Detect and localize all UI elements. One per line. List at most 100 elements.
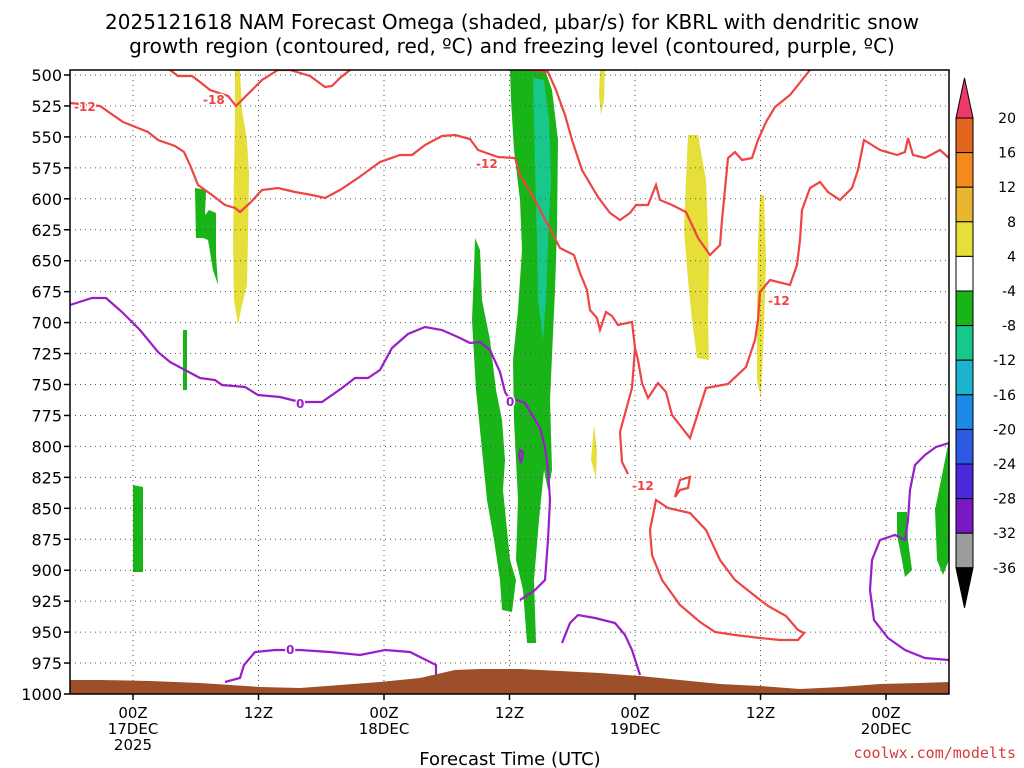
colorbar-label: 4: [1007, 249, 1016, 265]
colorbar-swatch: [955, 463, 974, 500]
colorbar-arrow-bottom: [955, 567, 974, 608]
y-tick-label: 525: [31, 97, 62, 116]
freezing-level-label: 0: [286, 643, 294, 657]
colorbar-swatch: [955, 394, 974, 430]
colorbar-swatch: [955, 325, 974, 361]
x-tick-label: 19DEC: [610, 720, 661, 738]
y-tick-label: 950: [31, 623, 62, 642]
colorbar-label: -16: [993, 388, 1016, 404]
y-tick-label: 900: [31, 561, 62, 580]
colorbar-label: 16: [998, 146, 1016, 162]
dgz-contour-label: -12: [476, 157, 498, 171]
omega-negative-patch: [195, 188, 218, 285]
x-tick-label: 18DEC: [359, 720, 410, 738]
x-tick-label: 12Z: [746, 704, 775, 722]
y-tick-label: 850: [31, 499, 62, 518]
colorbar-label: -4: [1002, 284, 1016, 300]
freezing-level-contour: [224, 648, 438, 684]
dgz-contour: [618, 347, 637, 475]
dgz-contour: [70, 101, 949, 441]
colorbar-swatch: [955, 428, 974, 465]
freezing-level-contour: [517, 448, 525, 464]
dgz-contour-label: -18: [203, 93, 225, 107]
colorbar-label: -8: [1002, 319, 1016, 335]
colorbar-label: -20: [993, 422, 1016, 438]
colorbar-label: -24: [993, 457, 1016, 473]
x-tick-label: 12Z: [495, 704, 524, 722]
dgz-contour-label: -12: [74, 100, 96, 114]
terrain-surface: [70, 669, 949, 694]
y-axis: 500 525 550 575 600 625 650 675 700 725 750 775 800 8…: [21, 66, 70, 704]
omega-negative-patch: [935, 440, 949, 575]
omega-negative-patch: [897, 512, 912, 577]
colorbar-swatch: [955, 186, 974, 223]
chart-title-line1: 2025121618 NAM Forecast Omega (shaded, µ…: [105, 10, 919, 34]
y-tick-label: 700: [31, 314, 62, 333]
y-tick-label: 675: [31, 283, 62, 302]
omega-negative-patch: [472, 238, 516, 612]
omega-positive-patch: [757, 195, 766, 398]
omega-positive-patch: [591, 425, 597, 478]
y-tick-label: 925: [31, 592, 62, 611]
freezing-level-label: 0: [296, 397, 304, 411]
plot-area: [70, 70, 949, 694]
colorbar-swatch: [955, 532, 974, 569]
y-tick-label: 500: [31, 66, 62, 85]
x-tick-label: 00Z: [118, 704, 147, 722]
colorbar-swatch: [955, 255, 974, 292]
x-tick-label: 20DEC: [861, 720, 912, 738]
x-tick-label: 2025: [114, 736, 152, 754]
y-tick-label: 750: [31, 376, 62, 395]
colorbar-label: -36: [993, 561, 1016, 577]
y-tick-label: 650: [31, 252, 62, 271]
colorbar-label: -32: [993, 526, 1016, 542]
colorbar-label: -12: [993, 353, 1016, 369]
y-tick-label: 1000: [21, 685, 62, 704]
omega-positive-patch: [599, 70, 605, 115]
y-tick-label: 625: [31, 221, 62, 240]
x-axis-title: Forecast Time (UTC): [419, 749, 600, 768]
colorbar-swatch: [955, 117, 974, 154]
chart-title-line2: growth region (contoured, red, ºC) and f…: [129, 34, 895, 58]
dgz-contour-label: -12: [632, 479, 654, 493]
dgz-contour: [169, 70, 351, 108]
x-tick-label: 17DEC: [108, 720, 159, 738]
dgz-contour: [529, 70, 811, 257]
y-tick-label: 825: [31, 468, 62, 487]
y-tick-label: 975: [31, 654, 62, 673]
omega-positive-patch: [233, 70, 249, 325]
freezing-level-contour: [560, 613, 642, 676]
omega-negative-patch: [183, 330, 187, 390]
omega-positive-patch: [684, 135, 709, 360]
y-tick-label: 550: [31, 128, 62, 147]
colorbar-swatch: [955, 498, 974, 534]
freezing-level-contour: [70, 296, 552, 601]
freezing-level-label: 0: [506, 395, 514, 409]
gridlines: [70, 70, 949, 694]
y-tick-label: 800: [31, 437, 62, 456]
colorbar-label: -28: [993, 492, 1016, 508]
colorbar-swatch: [955, 221, 974, 257]
credit-text: coolwx.com/modelts: [853, 744, 1016, 762]
colorbar-swatch: [955, 359, 974, 396]
y-tick-label: 725: [31, 345, 62, 364]
colorbar-swatch: [955, 290, 974, 327]
dgz-contour: [648, 498, 806, 642]
colorbar-arrow-top: [955, 77, 974, 119]
y-tick-label: 575: [31, 159, 62, 178]
colorbar-label: 20: [998, 111, 1016, 127]
y-tick-label: 875: [31, 530, 62, 549]
y-tick-label: 600: [31, 190, 62, 209]
y-tick-label: 775: [31, 406, 62, 425]
omega-negative-patch: [533, 78, 551, 340]
freezing-level-contour: [868, 441, 949, 662]
omega-negative-patch: [133, 485, 143, 572]
colorbar-label: 12: [998, 180, 1016, 196]
x-tick-label: 00Z: [620, 704, 649, 722]
dgz-contour: [673, 475, 692, 498]
colorbar-swatch: [955, 152, 974, 188]
x-tick-label: 00Z: [871, 704, 900, 722]
dgz-contour-label: -12: [768, 294, 790, 308]
